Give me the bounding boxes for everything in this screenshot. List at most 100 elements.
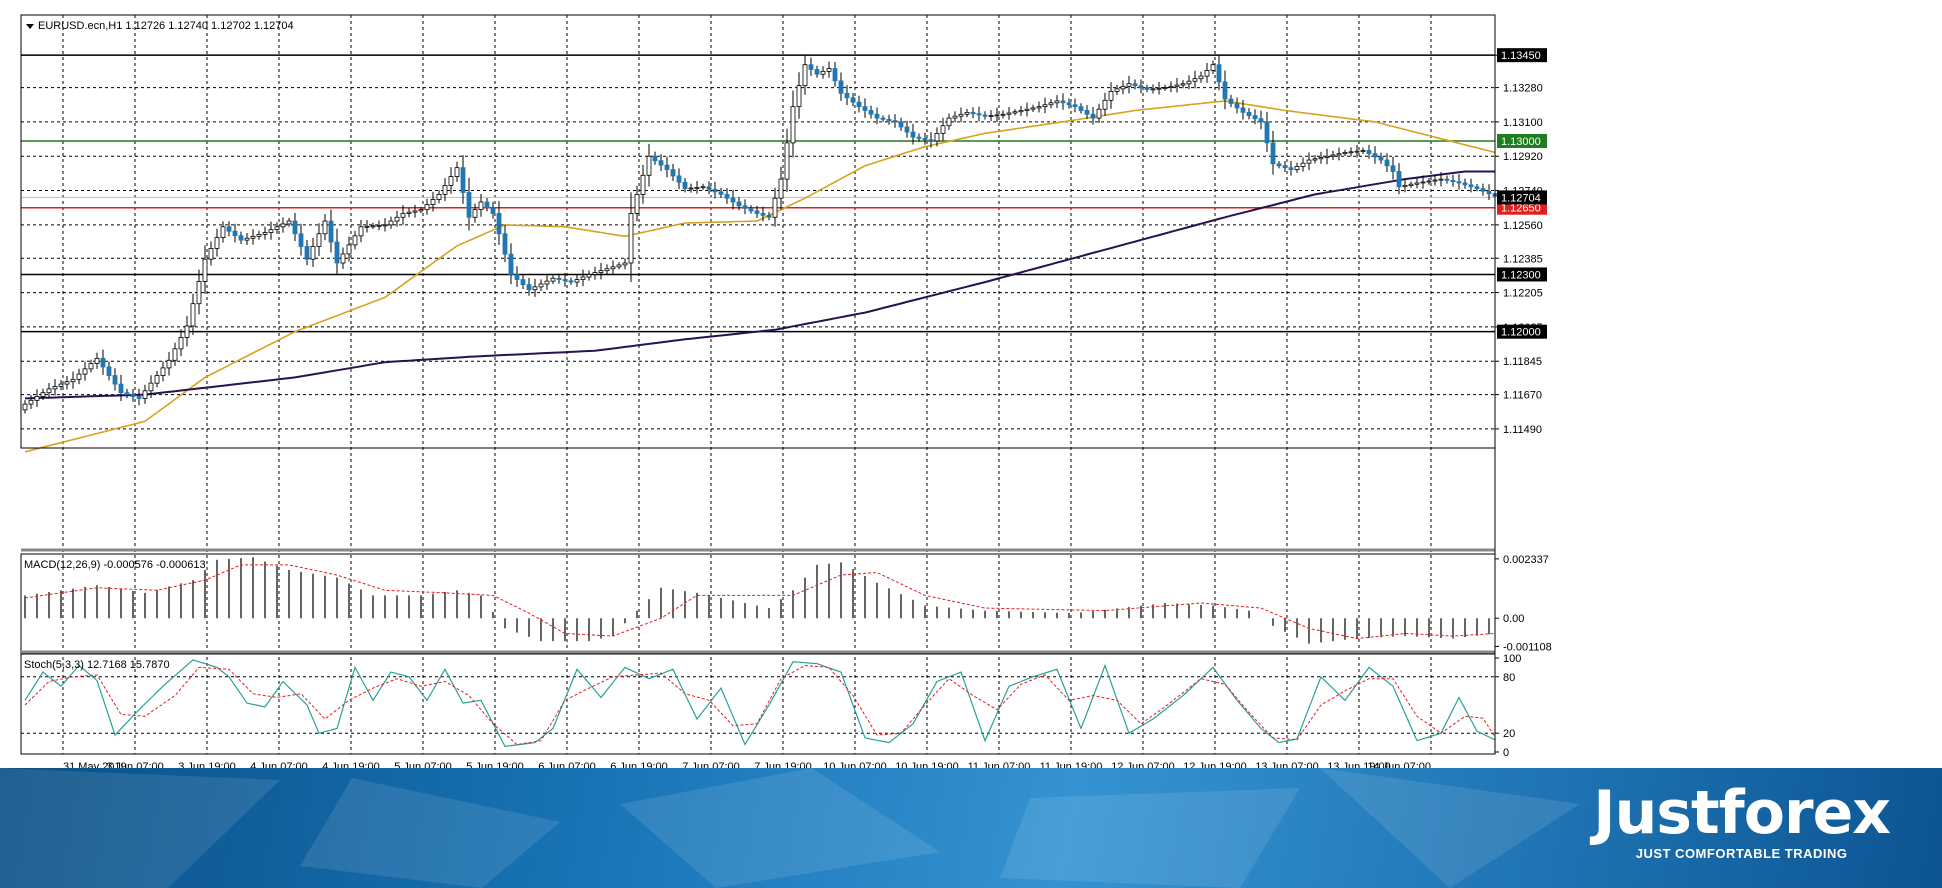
candle-body (1090, 113, 1096, 119)
candle-body (1252, 115, 1258, 120)
x-tick-label: 12 Jun 07:00 (1111, 761, 1175, 768)
candle-body (136, 396, 142, 399)
candle-body (952, 115, 958, 119)
candle-body (364, 225, 370, 228)
candle-body (664, 164, 670, 170)
x-tick-label: 10 Jun 07:00 (823, 761, 887, 768)
candle-body (1048, 102, 1054, 106)
candle-body (1084, 110, 1090, 115)
candle-body (412, 210, 418, 213)
candle-body (388, 220, 394, 226)
candle-body (316, 233, 322, 247)
candle-body (532, 286, 538, 291)
candle-body (550, 277, 556, 282)
candle-body (1108, 90, 1114, 101)
candle-body (628, 213, 634, 264)
candle-body (250, 235, 256, 239)
candle-body (670, 169, 676, 177)
candle-body (1234, 103, 1240, 109)
candle-body (874, 113, 880, 119)
candle-body (592, 272, 598, 275)
price-tick-label: 1.12920 (1503, 151, 1543, 163)
candle-body (1216, 64, 1222, 83)
candle-body (508, 253, 514, 275)
candle-body (304, 246, 310, 260)
candle-body (1402, 185, 1408, 188)
candle-body (484, 201, 490, 209)
candle-body (1264, 121, 1270, 144)
candle-body (922, 138, 928, 141)
candle-body (778, 178, 784, 199)
candle-body (706, 186, 712, 190)
candle-body (868, 110, 874, 115)
candle-body (574, 279, 580, 283)
candle-body (1462, 182, 1468, 186)
candle-body (514, 274, 520, 280)
candle-body (418, 209, 424, 212)
price-tick-label: 1.12560 (1503, 220, 1543, 232)
candle-body (844, 92, 850, 99)
candle-body (1036, 106, 1042, 109)
candle-body (898, 121, 904, 128)
candle-body (94, 357, 100, 365)
candle-body (700, 186, 706, 189)
candle-body (976, 113, 982, 116)
level-tag-label: 1.12000 (1501, 327, 1541, 339)
candle-body (1024, 108, 1030, 111)
candle-body (1072, 104, 1078, 108)
candle-body (382, 224, 388, 227)
candle-body (160, 367, 166, 376)
candle-body (610, 266, 616, 270)
candle-body (256, 234, 262, 237)
stoch-tick-label: 20 (1503, 728, 1515, 740)
candle-body (328, 220, 334, 243)
candle-body (496, 213, 502, 235)
candle-body (1240, 107, 1246, 113)
candle-body (1150, 88, 1156, 91)
brand-tagline: JUST COMFORTABLE TRADING (1635, 846, 1848, 861)
candle-body (640, 174, 646, 195)
candle-body (1324, 155, 1330, 158)
candle-body (262, 232, 268, 235)
candle-body (1120, 85, 1126, 90)
candle-body (562, 279, 568, 282)
candle-body (196, 281, 202, 305)
candle-body (1192, 78, 1198, 82)
candle-body (1396, 171, 1402, 188)
x-tick-label: 11 Jun 19:00 (1040, 761, 1103, 768)
candle-body (394, 216, 400, 222)
candle-body (70, 378, 76, 383)
candle-body (100, 357, 106, 368)
candle-body (286, 220, 292, 225)
candle-body (1420, 181, 1426, 184)
candle-body (490, 207, 496, 214)
candle-body (646, 155, 652, 176)
candle-body (1018, 110, 1024, 113)
candle-body (832, 68, 838, 82)
candle-body (1102, 99, 1108, 110)
candle-body (208, 248, 214, 260)
candle-body (1276, 163, 1282, 167)
candle-body (1060, 100, 1066, 104)
symbol-dropdown-icon[interactable] (26, 24, 34, 29)
stoch-tick-label: 100 (1503, 653, 1521, 665)
brand-logo[interactable]: Justforex JUST COMFORTABLE TRADING (1593, 782, 1891, 861)
candle-body (964, 111, 970, 115)
candle-body (358, 226, 364, 237)
x-tick-label: 6 Jun 19:00 (610, 761, 668, 768)
current-price-tag (1497, 190, 1547, 205)
candle-body (892, 120, 898, 123)
price-tick-label: 1.12205 (1503, 288, 1543, 300)
candle-body (166, 359, 172, 369)
candle-body (580, 276, 586, 280)
candle-body (556, 277, 562, 280)
price-chart[interactable]: 1.134501.132801.131001.129201.127401.125… (0, 0, 1942, 768)
candle-body (1132, 83, 1138, 87)
candle-body (1042, 104, 1048, 108)
candle-body (244, 237, 250, 241)
candle-body (1300, 162, 1306, 167)
candle-body (442, 185, 448, 195)
candle-body (106, 366, 112, 376)
candle-body (406, 211, 412, 214)
